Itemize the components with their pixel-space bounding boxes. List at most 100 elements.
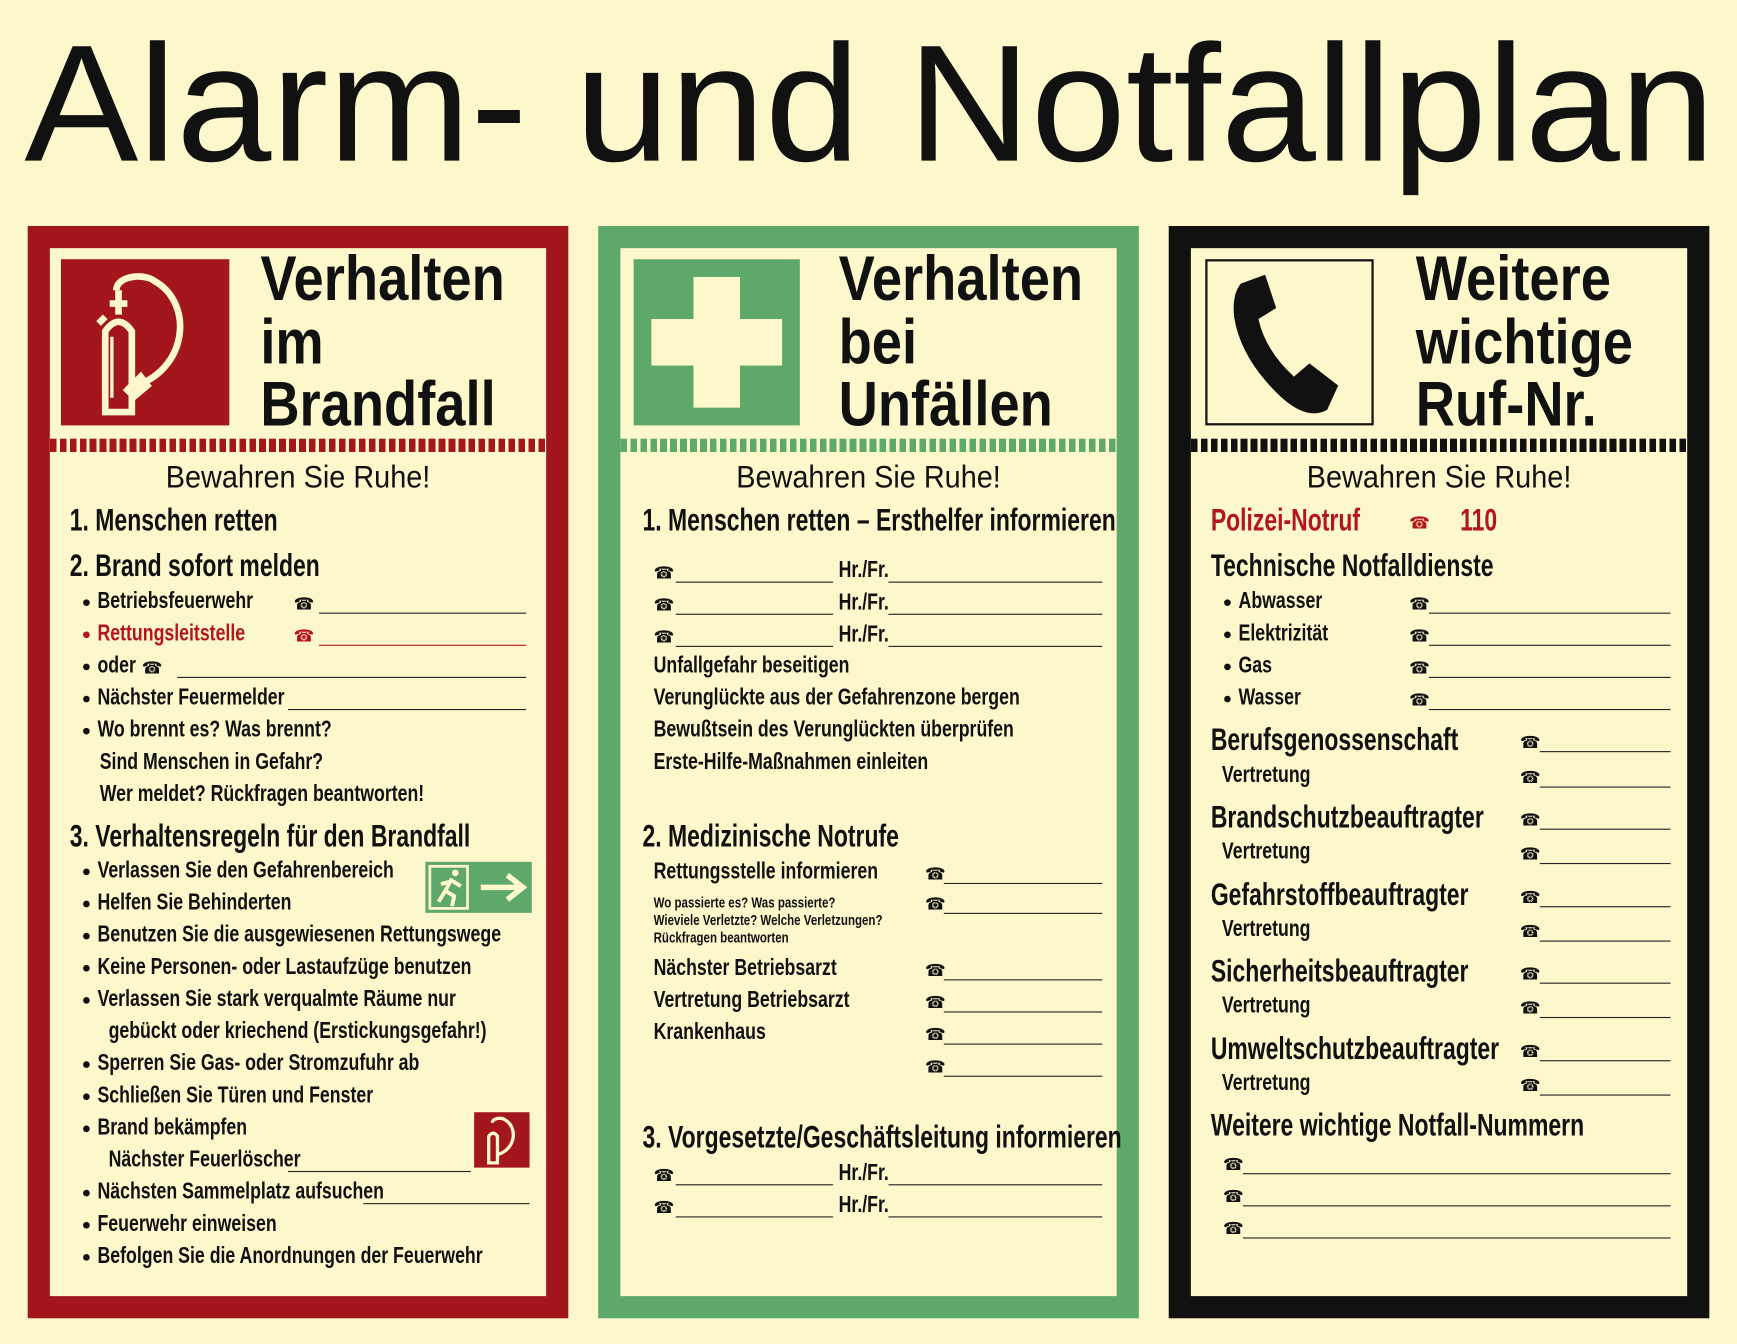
bullet: [83, 631, 90, 639]
write-in-line: [888, 1216, 1103, 1218]
phone-icon: ☎: [1223, 1154, 1244, 1175]
list-item-text: Keine Personen- oder Lastaufzüge benutze…: [97, 953, 472, 979]
list-item-text: Wer meldet? Rückfragen beantworten!: [99, 780, 425, 807]
write-in-line: [943, 979, 1103, 981]
write-in-line: [1539, 906, 1671, 908]
panel-title-line: Unfällen: [838, 368, 1053, 440]
phone-icon: ☎: [1519, 809, 1541, 830]
list-item-text: Verlassen Sie stark verqualmte Räume nur: [97, 985, 456, 1012]
write-in-line: [1539, 828, 1671, 831]
panel-title-line: Weitere: [1415, 243, 1611, 315]
phone-icon: ☎: [1519, 963, 1541, 984]
list-item-text: Erste-Hilfe-Maßnahmen einleiten: [653, 748, 929, 775]
list-item-text: Sperren Sie Gas- oder Stromzufuhr ab: [97, 1049, 420, 1076]
write-in-line: [675, 1184, 834, 1186]
list-item-text: Gas: [1238, 652, 1273, 678]
write-in-line: [943, 1011, 1103, 1013]
section-heading: Gefahrstoffbeauftragter: [1210, 876, 1469, 912]
section-heading: Polizei-Notruf: [1210, 502, 1361, 537]
main-title: Alarm- und Notfallplan: [24, 12, 1715, 197]
bullet: [83, 1093, 90, 1101]
write-in-line: [319, 644, 527, 647]
section-heading: 1. Menschen retten: [69, 502, 278, 537]
list-item-text: Nächster Feuerlöscher: [108, 1146, 301, 1172]
phone-icon: ☎: [1519, 998, 1541, 1019]
phone-icon: ☎: [1223, 1218, 1244, 1239]
write-in-line: [1429, 708, 1671, 711]
write-in-line: [363, 1203, 530, 1205]
bullet: [83, 900, 90, 908]
list-item-text: Nächster Feuermelder: [97, 684, 285, 710]
panel-title-line: Verhalten: [838, 243, 1084, 315]
list-item-text: Verunglückte aus der Gefahrenzone bergen: [653, 684, 1020, 710]
phone-icon: ☎: [1409, 512, 1430, 533]
write-in-line: [1429, 612, 1671, 615]
section-heading: Technische Notfalldienste: [1210, 547, 1494, 583]
write-in-line: [1539, 751, 1671, 753]
panel-title-line: Ruf-Nr.: [1415, 368, 1597, 440]
phone-icon: ☎: [1519, 1041, 1541, 1062]
list-item-text: Betriebsfeuerwehr: [97, 587, 254, 614]
list-item-text: Bewußtsein des Verunglückten überprüfen: [653, 716, 1014, 742]
write-in-line: [1539, 1016, 1671, 1019]
section-heading: 1. Menschen retten – Ersthelfer informie…: [642, 502, 1116, 537]
phone-icon: ☎: [293, 625, 315, 646]
write-in-line: [1539, 1060, 1671, 1062]
section-heading: 2. Medizinische Notrufe: [642, 818, 899, 853]
list-item-text: Schließen Sie Türen und Fenster: [97, 1082, 374, 1108]
write-in-line: [943, 882, 1103, 885]
list-item-text: Nächster Betriebsarzt: [653, 954, 837, 981]
first-aid-cross-icon: [633, 259, 800, 426]
list-item-text: Brand bekämpfen: [97, 1114, 248, 1140]
phone-icon: ☎: [653, 627, 675, 647]
write-in-line: [1429, 676, 1671, 679]
bullet: [83, 1061, 90, 1068]
phone-icon: ☎: [1519, 1075, 1541, 1096]
phone-icon: ☎: [653, 562, 675, 583]
write-in-line: [288, 708, 527, 711]
list-item-text: Wo brennt es? Was brennt?: [97, 716, 332, 742]
phone-icon: ☎: [293, 593, 315, 614]
bullet: [83, 997, 90, 1004]
phone-icon: ☎: [925, 992, 946, 1013]
phone-icon: ☎: [1519, 732, 1541, 753]
section-heading: Weitere wichtige Notfall-Nummern: [1210, 1107, 1585, 1142]
write-in-line: [675, 645, 834, 648]
bullet: [83, 1189, 90, 1197]
list-item-text: Wo passierte es? Was passierte?: [653, 893, 836, 911]
list-item-text: Verlassen Sie den Gefahrenbereich: [97, 857, 394, 883]
fire-divider: [49, 438, 547, 452]
phone-icon: ☎: [1519, 767, 1541, 788]
first-aid-divider: [620, 438, 1117, 452]
phone-icon: ☎: [925, 864, 946, 885]
write-in-line: [888, 613, 1103, 616]
motto-text: Bewahren Sie Ruhe!: [736, 459, 1001, 495]
write-in-line: [1539, 862, 1671, 865]
list-item-text: Nächsten Sammelplatz aufsuchen: [97, 1178, 384, 1204]
bullet: [83, 695, 90, 703]
list-item-text: Vertretung: [1221, 838, 1311, 864]
write-in-line: [1242, 1237, 1671, 1239]
list-item-text: Sind Menschen in Gefahr?: [99, 748, 324, 775]
section-heading: 3. Vorgesetzte/Geschäftsleitung informie…: [642, 1119, 1122, 1154]
list-item-text: Vertretung Betriebsarzt: [653, 986, 850, 1013]
list-item-text: Hr./Fr.: [838, 1191, 889, 1218]
write-in-line: [288, 1170, 471, 1173]
write-in-line: [888, 1184, 1103, 1186]
list-item-text: Vertretung: [1221, 1069, 1311, 1096]
phone-icon: ☎: [925, 1056, 946, 1077]
motto-text: Bewahren Sie Ruhe!: [1306, 459, 1572, 495]
bullet: [83, 599, 90, 606]
bullet: [83, 932, 90, 940]
write-in-line: [675, 581, 834, 584]
section-heading: 3. Verhaltensregeln für den Brandfall: [69, 818, 471, 853]
write-in-line: [1539, 982, 1671, 985]
list-item-text: Befolgen Sie die Anordnungen der Feuerwe…: [97, 1242, 483, 1269]
section-heading: 2. Brand sofort melden: [69, 547, 320, 583]
emergency-number: 110: [1460, 502, 1498, 538]
write-in-line: [943, 1075, 1103, 1078]
phone-icon: ☎: [1519, 921, 1541, 942]
list-item-text: gebückt oder kriechend (Erstickungsgefah…: [108, 1017, 487, 1044]
list-item-text: Feuerwehr einweisen: [97, 1210, 277, 1236]
write-in-line: [1539, 1094, 1671, 1096]
